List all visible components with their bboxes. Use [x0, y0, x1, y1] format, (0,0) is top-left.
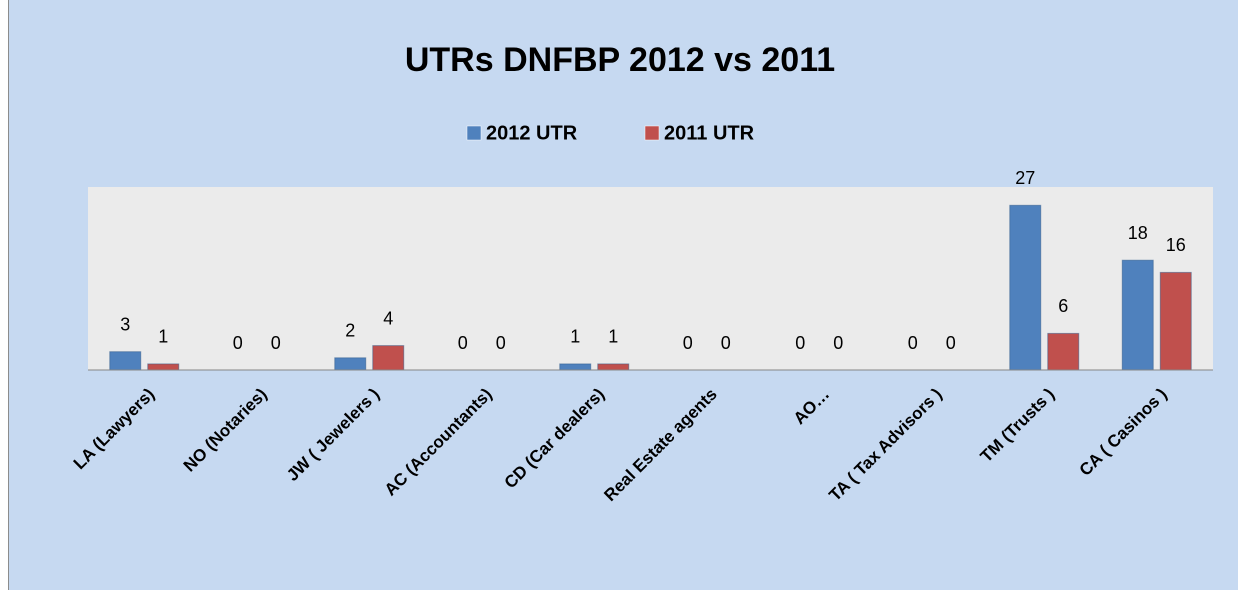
bar [1047, 332, 1080, 371]
data-label: 0 [458, 333, 468, 353]
data-label: 1 [158, 327, 168, 347]
data-label: 0 [795, 333, 805, 353]
legend-swatch [644, 125, 660, 141]
legend-swatch [466, 125, 482, 141]
chart-title: UTRs DNFBP 2012 vs 2011 [405, 41, 835, 79]
data-label: 3 [120, 314, 130, 334]
data-label: 27 [1015, 168, 1035, 188]
data-label: 0 [233, 333, 243, 353]
bar [1121, 259, 1154, 371]
plot-area [88, 187, 1213, 370]
bar [1159, 271, 1192, 371]
bar [147, 363, 180, 371]
data-label: 0 [721, 333, 731, 353]
data-label: 18 [1128, 223, 1148, 243]
data-label: 0 [683, 333, 693, 353]
data-label: 16 [1166, 235, 1186, 255]
legend-label: 2012 UTR [486, 122, 578, 144]
data-label: 6 [1058, 296, 1068, 316]
data-label: 4 [383, 308, 393, 328]
bar [597, 363, 630, 371]
bar [334, 357, 367, 371]
legend-label: 2011 UTR [664, 122, 755, 144]
data-label: 0 [271, 333, 281, 353]
data-label: 0 [946, 333, 956, 353]
bar [559, 363, 592, 371]
data-label: 2 [345, 321, 355, 341]
data-label: 1 [608, 327, 618, 347]
data-label: 0 [833, 333, 843, 353]
bar [1009, 204, 1042, 371]
data-label: 0 [908, 333, 918, 353]
bar [109, 351, 142, 371]
data-label: 1 [570, 327, 580, 347]
bar [372, 345, 405, 371]
data-label: 0 [496, 333, 506, 353]
